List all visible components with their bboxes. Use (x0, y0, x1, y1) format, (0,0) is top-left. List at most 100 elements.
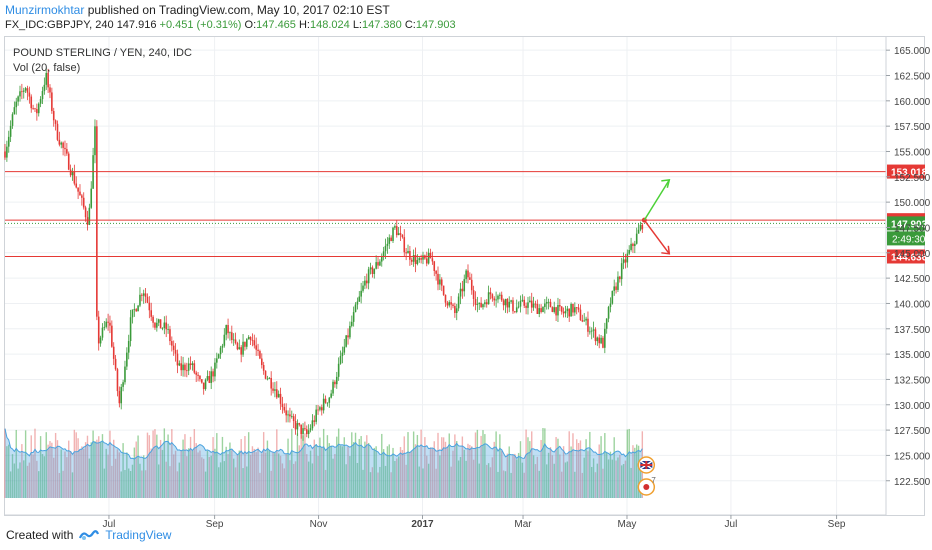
volume-bar (420, 429, 422, 498)
time-tick-label: 2017 (411, 519, 434, 530)
volume-bar (555, 437, 557, 498)
volume-bar (176, 471, 179, 498)
candle-body (81, 195, 83, 198)
candle-body (427, 252, 430, 264)
candle-body (148, 302, 151, 311)
candle-body (519, 300, 522, 307)
candle-body (259, 351, 261, 359)
volume-bar (536, 456, 539, 498)
candle-body (212, 371, 214, 377)
volume-bar (478, 463, 480, 498)
volume-bar (457, 460, 460, 498)
uk-flag-icon[interactable] (637, 456, 656, 474)
candle-body (356, 301, 359, 305)
volume-bar (315, 444, 317, 498)
candle-body (11, 114, 14, 126)
candle-body (19, 91, 21, 97)
volume-bar (399, 447, 402, 498)
candle-body (626, 253, 629, 263)
volume-bar (564, 462, 567, 498)
candle-body (450, 302, 452, 305)
candle-body (302, 428, 304, 434)
candle-body (272, 388, 274, 391)
volume-bar (208, 457, 211, 498)
candle-body (49, 87, 51, 93)
candle-body (124, 366, 126, 383)
candle-body (553, 307, 556, 312)
candle-body (390, 237, 392, 242)
volume-bar (73, 429, 76, 498)
candle-body (343, 346, 346, 353)
candle-body (304, 428, 306, 430)
volume-bar (234, 467, 237, 498)
volume-bar (459, 457, 462, 498)
candle-body (437, 273, 439, 285)
volume-bar (529, 441, 531, 498)
tradingview-brand[interactable]: TradingView (105, 528, 172, 542)
volume-bar (83, 448, 85, 498)
volume-bar (249, 454, 252, 498)
japan-flag-icon[interactable]: 7 (637, 476, 656, 496)
candle-body (64, 147, 66, 150)
volume-bar (53, 457, 55, 498)
volume-bar (135, 441, 137, 498)
volume-bar (604, 433, 606, 498)
candle-body (244, 341, 246, 347)
candle-body (641, 224, 644, 230)
candle-body (360, 290, 362, 297)
low-value: 147.380 (362, 19, 402, 31)
candle-body (261, 358, 263, 366)
candle-body (594, 329, 597, 342)
candle-body (514, 311, 516, 313)
price-axis: 122.500 125.000 127.500 130.000 132.500 135.0… (885, 37, 931, 515)
candle-body (420, 258, 422, 260)
price-tick-label: 137.500 (894, 325, 931, 336)
price-tick-label: 145.000 (894, 249, 931, 260)
volume-bar (56, 440, 59, 498)
candle-body (292, 416, 295, 422)
candle-body (555, 307, 557, 316)
volume-bar (139, 463, 141, 498)
volume-bar (309, 450, 312, 498)
candle-body (542, 306, 544, 313)
volume-bar (219, 462, 222, 498)
high-label: H: (298, 19, 310, 31)
candle-body (637, 229, 640, 234)
price-tick-label: 152.500 (894, 173, 931, 184)
author-link[interactable]: Munzirmokhtar (5, 3, 85, 17)
volume-bar (146, 432, 149, 498)
candle-body (416, 260, 419, 265)
volume-bar (326, 435, 329, 498)
candle-body (24, 88, 27, 91)
volume-bar (403, 436, 405, 498)
candle-body (410, 259, 413, 262)
candle-body (79, 191, 81, 196)
volume-bar (144, 470, 147, 498)
candle-body (459, 288, 462, 297)
candle-body (347, 335, 349, 338)
volume-bar (236, 454, 239, 498)
candle-body (585, 318, 587, 321)
price-tick-label: 125.000 (894, 451, 931, 462)
candle-body (517, 306, 520, 308)
candle-body (444, 294, 447, 303)
event-count: 7 (651, 476, 656, 485)
volume-bar (465, 460, 467, 498)
volume-bar (259, 472, 261, 498)
candle-body (283, 407, 286, 411)
volume-bar (602, 468, 604, 498)
candle-body (201, 379, 203, 383)
candle-body (287, 414, 289, 416)
candle-body (193, 363, 196, 373)
volume-bar (634, 447, 636, 498)
projection-arrows (641, 178, 671, 255)
publication-line: Munzirmokhtar published on TradingView.c… (5, 3, 390, 17)
price-tick-label: 165.000 (894, 46, 931, 57)
volume-bar (60, 449, 62, 498)
candle-body (497, 295, 499, 300)
candle-body (210, 371, 212, 383)
candle-body (525, 305, 527, 308)
volume-bar (461, 436, 464, 498)
volume-bar (187, 448, 190, 498)
